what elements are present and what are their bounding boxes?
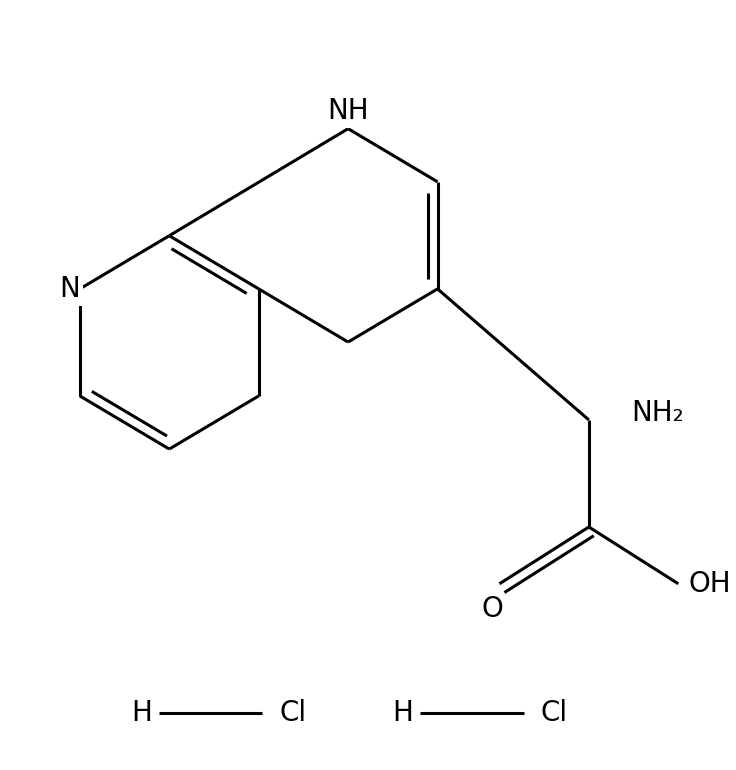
Text: Cl: Cl bbox=[541, 699, 568, 728]
Text: H: H bbox=[131, 699, 152, 728]
Text: H: H bbox=[393, 699, 414, 728]
Text: OH: OH bbox=[689, 570, 732, 598]
Text: Cl: Cl bbox=[280, 699, 306, 728]
Text: NH: NH bbox=[328, 97, 369, 125]
Text: NH₂: NH₂ bbox=[631, 399, 684, 427]
Text: N: N bbox=[59, 275, 80, 303]
Text: O: O bbox=[481, 595, 503, 623]
